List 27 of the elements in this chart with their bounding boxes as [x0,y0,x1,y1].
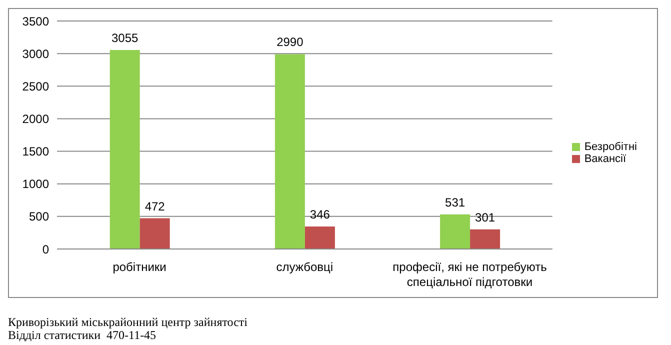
data-label: 2990 [276,35,304,50]
legend-label: Вакансії [584,153,626,165]
text: Відділ статистики 470-11-45 [8,328,156,342]
legend-label: Безробітні [584,141,637,153]
data-label: 301 [475,210,496,224]
x-tick-label: робітники [112,260,166,274]
bar [110,50,140,249]
bar [304,226,335,249]
y-tick-label: 2000 [22,112,50,126]
x-tick-label: службовці [276,260,334,274]
text: Криворізький міськрайонний центр зайнятості [8,315,249,329]
data-label: 346 [310,207,330,222]
y-tick-label: 500 [28,210,50,224]
y-tick-label: 0 [42,242,50,256]
y-tick-label: 1000 [22,177,50,192]
bar [140,218,170,249]
y-tick-label: 3500 [22,14,50,28]
y-tick-label: 3000 [22,46,50,61]
bar [470,229,500,249]
data-label: 472 [144,199,166,214]
y-tick-label: 2500 [22,79,50,94]
data-label: 531 [445,195,466,210]
bar [274,54,305,249]
x-tick-label: професії, які не потребують спеціальної підготовки [392,260,547,289]
y-tick-label: 1500 [22,144,50,159]
bar [440,214,470,249]
data-label: 3055 [111,30,139,45]
